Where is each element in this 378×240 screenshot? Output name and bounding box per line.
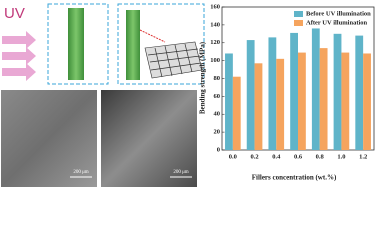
bar bbox=[319, 48, 328, 150]
y-tick-label: 40 bbox=[214, 111, 221, 118]
bar bbox=[341, 52, 350, 150]
bar bbox=[268, 37, 277, 151]
x-tick-label: 1.0 bbox=[337, 153, 345, 160]
x-tick-label: 1.2 bbox=[359, 153, 367, 160]
y-tick-label: 20 bbox=[214, 129, 221, 136]
bar bbox=[363, 53, 371, 150]
scale-bar-label: 200 μm bbox=[173, 170, 188, 175]
legend-label: Before UV illumination bbox=[306, 10, 371, 17]
bar bbox=[246, 40, 255, 150]
zoom-line bbox=[139, 29, 166, 43]
green-rod bbox=[68, 8, 84, 80]
bar bbox=[298, 52, 306, 150]
bar bbox=[311, 28, 320, 151]
uv-arrows bbox=[2, 31, 36, 81]
scale-bar-label: 200 μm bbox=[73, 170, 88, 175]
bar bbox=[333, 33, 342, 150]
y-tick-label: 160 bbox=[210, 3, 220, 10]
bar bbox=[355, 35, 364, 150]
bar bbox=[290, 32, 298, 151]
y-tick-label: 140 bbox=[210, 21, 220, 28]
dashed-box bbox=[117, 3, 205, 85]
legend-swatch bbox=[294, 11, 303, 17]
x-tick-label: 0.8 bbox=[316, 153, 325, 160]
x-axis-label: Fillers concentration (wt.%) bbox=[252, 174, 337, 182]
bar bbox=[276, 58, 285, 150]
legend-label: After UV illumination bbox=[306, 19, 368, 26]
x-tick-label: 0.6 bbox=[294, 153, 303, 160]
bar bbox=[254, 63, 263, 150]
y-tick-label: 100 bbox=[210, 57, 220, 64]
dashed-box bbox=[47, 3, 109, 85]
bar bbox=[232, 76, 241, 150]
x-tick-label: 0.0 bbox=[229, 153, 237, 160]
sem-image bbox=[1, 90, 97, 187]
uv-label: UV bbox=[4, 5, 25, 22]
y-tick-label: 0 bbox=[217, 146, 220, 153]
network-sheet bbox=[144, 41, 203, 79]
y-tick-label: 120 bbox=[210, 39, 220, 46]
bar bbox=[225, 53, 233, 150]
y-axis-label: Bending strength (MPa) bbox=[199, 41, 207, 114]
y-tick-label: 80 bbox=[214, 75, 221, 82]
legend-swatch bbox=[294, 20, 303, 26]
y-tick-label: 60 bbox=[214, 93, 221, 100]
network-grid bbox=[147, 43, 202, 78]
figure: UV 200 μm 200 μm Bending strength (MPa) … bbox=[1, 3, 375, 187]
green-rod bbox=[126, 10, 140, 80]
sem-image bbox=[101, 90, 197, 187]
x-tick-label: 0.4 bbox=[272, 153, 281, 160]
x-tick-label: 0.2 bbox=[251, 153, 259, 160]
